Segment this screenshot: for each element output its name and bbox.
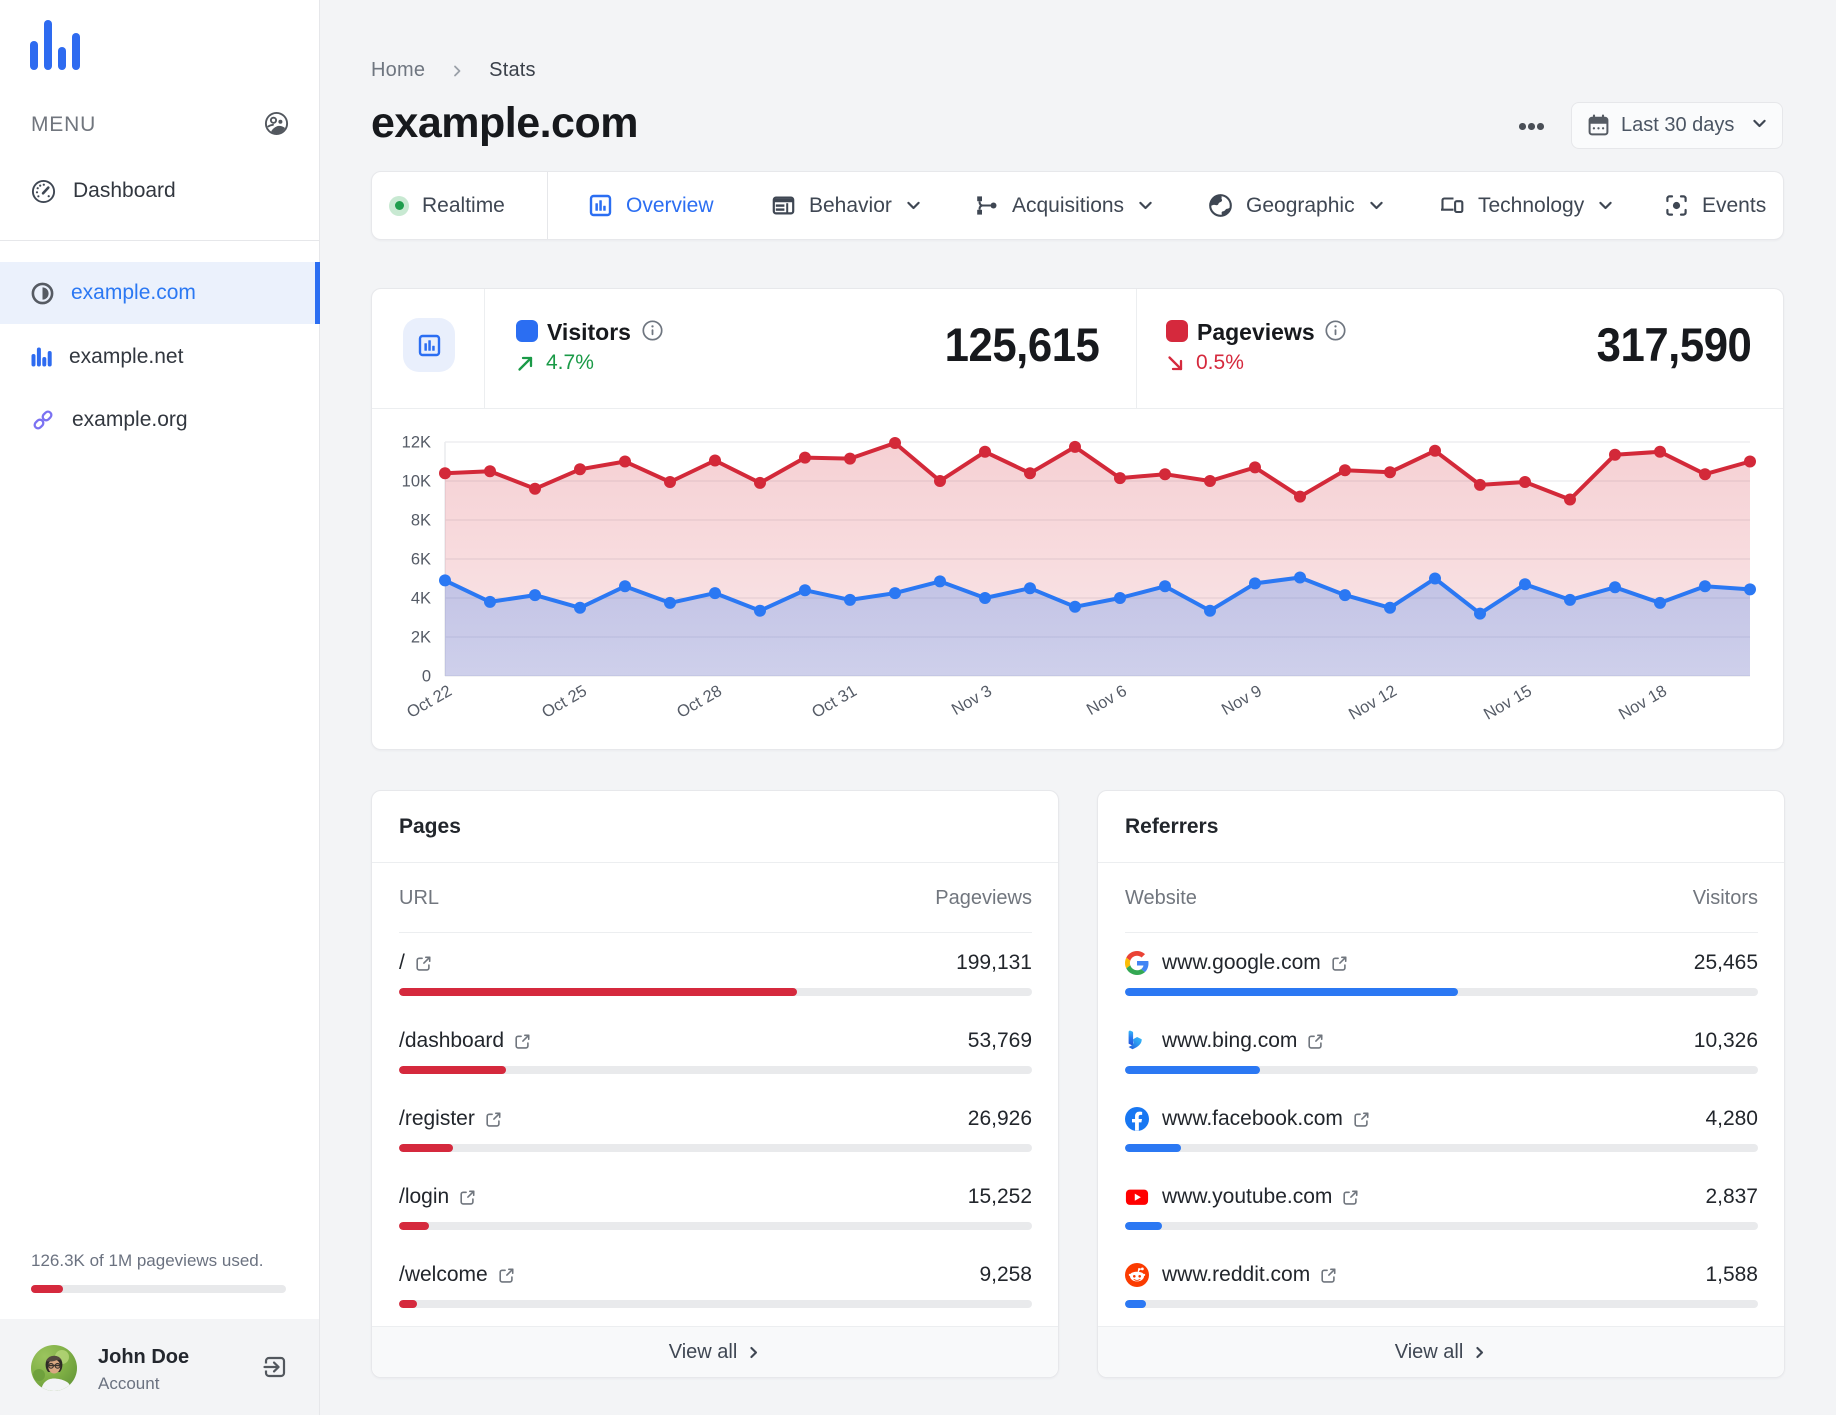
svg-text:Nov 18: Nov 18: [1616, 682, 1670, 724]
svg-text:Nov 12: Nov 12: [1346, 682, 1400, 724]
svg-text:Nov 15: Nov 15: [1481, 682, 1535, 724]
svg-text:Nov 3: Nov 3: [949, 682, 995, 719]
svg-text:Oct 22: Oct 22: [404, 682, 455, 722]
svg-text:Oct 31: Oct 31: [809, 682, 860, 722]
svg-text:4K: 4K: [411, 590, 431, 608]
svg-text:Nov 9: Nov 9: [1219, 682, 1265, 719]
svg-text:0: 0: [422, 668, 431, 686]
svg-text:Oct 28: Oct 28: [674, 682, 725, 722]
svg-text:10K: 10K: [402, 473, 431, 491]
svg-text:12K: 12K: [402, 434, 431, 452]
svg-text:2K: 2K: [411, 629, 431, 647]
svg-text:Nov 6: Nov 6: [1084, 682, 1130, 719]
svg-text:8K: 8K: [411, 512, 431, 530]
svg-text:Oct 25: Oct 25: [539, 682, 590, 722]
svg-text:6K: 6K: [411, 551, 431, 569]
